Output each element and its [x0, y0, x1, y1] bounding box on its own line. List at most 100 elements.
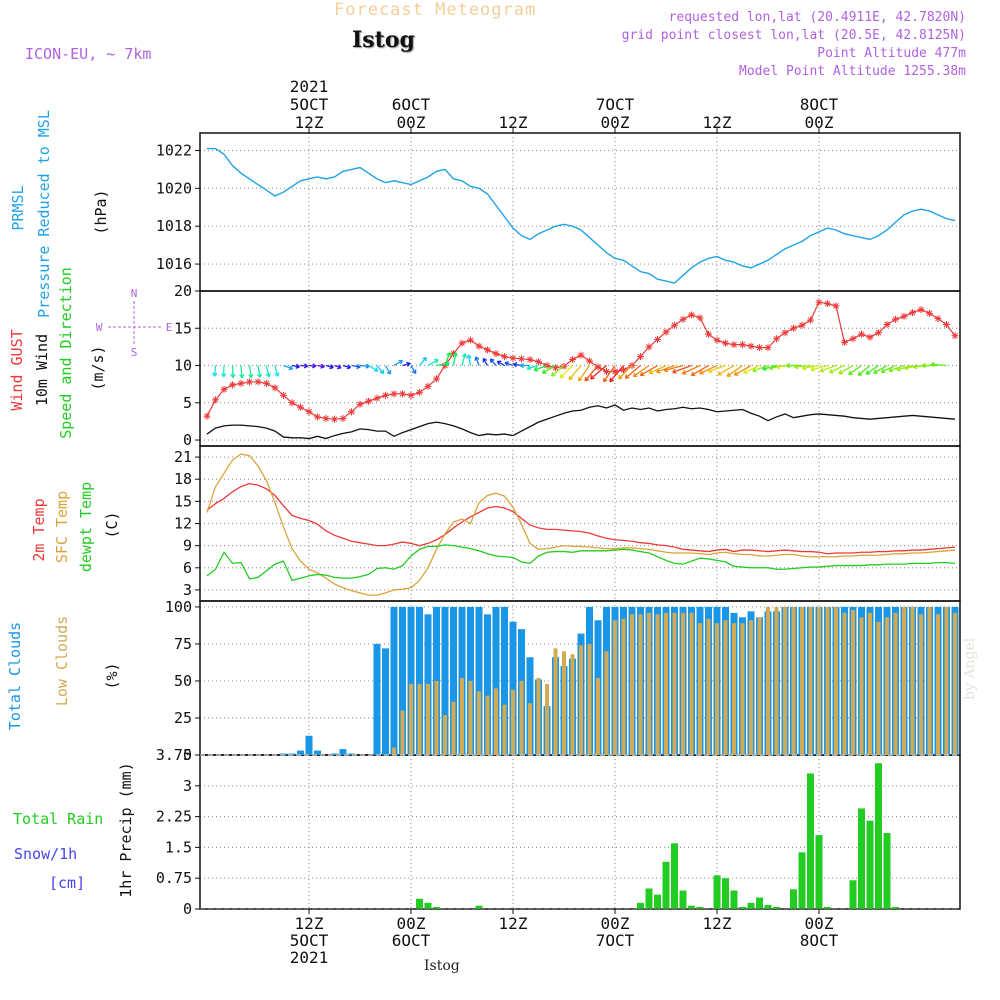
low-clouds-bar: [953, 612, 957, 755]
arrow-head: [422, 356, 427, 360]
gust-marker-stroke: [739, 341, 746, 348]
gust-marker-stroke: [263, 380, 270, 387]
gust-marker-stroke: [926, 310, 933, 317]
low-clouds-bar: [842, 612, 847, 755]
arrow-shaft: [384, 365, 391, 375]
pressure-label-msl: Pressure Reduced to MSL: [35, 110, 53, 318]
arrow-shaft: [699, 364, 718, 375]
wind-gust-marker: [688, 311, 695, 319]
arrow-head: [584, 378, 590, 382]
wind-direction-arrow: [699, 364, 718, 375]
top-time-label: 12Z: [295, 113, 324, 132]
arrow-shaft: [542, 364, 556, 374]
grid-point-location: grid point closest lon,lat (20.5E, 42.81…: [621, 28, 966, 43]
gust-marker-stroke: [501, 353, 508, 360]
wind-direction-arrow: [733, 364, 752, 376]
wind-gust-marker: [781, 329, 789, 337]
wind-gust-marker: [246, 378, 253, 386]
wind-gust-marker: [764, 344, 772, 352]
wind-gust-marker: [569, 356, 576, 364]
bottom-time-label: 8OCT: [800, 931, 839, 950]
wind-gust-marker: [909, 309, 916, 317]
arrow-shaft: [283, 364, 293, 370]
wind-ytick-label: 0: [183, 431, 192, 449]
gust-marker-stroke: [680, 316, 686, 323]
wind-direction-arrow: [230, 365, 236, 378]
low-clouds-bar: [647, 612, 651, 755]
low-clouds-bar: [825, 606, 830, 755]
low-clouds-bar: [834, 606, 838, 755]
low-clouds-bar: [689, 612, 694, 755]
low-clouds-bar: [757, 617, 762, 755]
arrow-shaft: [467, 354, 472, 366]
low-clouds-bar: [562, 651, 566, 755]
pressure-unit: (hPa): [92, 189, 110, 234]
arrow-head: [526, 367, 532, 371]
wind-direction-arrow: [541, 364, 556, 374]
low-clouds-bar: [791, 606, 796, 755]
top-time-label: 8OCT: [800, 95, 839, 114]
arrow-shaft: [559, 365, 573, 379]
arrow-head: [375, 367, 379, 372]
temp-label-sfc: SFC Temp: [53, 491, 71, 563]
arrow-shaft: [609, 365, 624, 383]
wind-gust-marker: [739, 341, 746, 349]
arrow-shaft: [410, 365, 417, 374]
gust-marker-stroke: [323, 415, 329, 422]
gust-marker-stroke: [799, 322, 805, 329]
low-clouds-bar: [502, 704, 507, 755]
rain-bar: [671, 843, 678, 909]
gust-marker-stroke: [459, 340, 465, 347]
gust-marker-stroke: [731, 341, 737, 348]
precip-frame: [199, 754, 961, 910]
arrow-head: [489, 358, 492, 364]
arrow-shaft: [257, 365, 261, 378]
wind-direction-arrow: [283, 364, 294, 371]
arrow-shaft: [584, 365, 599, 382]
gust-marker-stroke: [816, 299, 822, 306]
arrow-head: [603, 379, 608, 383]
top-time-label: 12Z: [703, 113, 732, 132]
gust-marker-stroke: [773, 335, 780, 342]
wind-direction-arrow: [632, 364, 650, 378]
arrow-shaft: [881, 364, 896, 373]
wind-direction-arrow: [482, 357, 489, 366]
wind-direction-arrow: [452, 352, 458, 366]
arrow-shaft: [482, 358, 489, 366]
compass-n: N: [131, 287, 138, 300]
arrow-head: [320, 363, 325, 368]
top-time-label: 12Z: [499, 113, 528, 132]
gust-marker-stroke: [255, 379, 261, 385]
wind-gust-marker: [611, 367, 619, 375]
gust-marker-stroke: [943, 321, 950, 328]
rain-bar: [688, 905, 695, 909]
gust-marker-stroke: [391, 390, 397, 397]
arrow-shaft: [857, 365, 871, 376]
wind-direction-arrow: [707, 364, 726, 374]
gust-marker-stroke: [646, 344, 652, 350]
arrow-shaft: [489, 358, 497, 366]
arrow-shaft: [578, 365, 591, 382]
gust-marker-stroke: [535, 358, 542, 365]
clouds-ytick-label: 75: [174, 635, 192, 653]
arrow-head: [930, 363, 935, 368]
wind-gust-marker: [866, 333, 874, 341]
wind-unit: (m/s): [89, 345, 107, 390]
wind-gust-marker: [475, 342, 483, 350]
wind-direction-arrow: [265, 365, 271, 378]
total-clouds-bar: [407, 606, 415, 755]
wind-gust-marker: [713, 336, 721, 344]
arrow-head: [794, 366, 799, 370]
wind-direction-arrow: [496, 360, 505, 367]
temp-dewpt-line: [206, 544, 956, 582]
precip-ytick-label: 0: [183, 900, 192, 918]
arrow-head: [769, 367, 774, 371]
gust-marker-stroke: [952, 332, 958, 339]
total-clouds-bar: [509, 621, 517, 755]
arrow-head: [708, 371, 713, 374]
arrow-head: [664, 369, 669, 373]
top-time-label: 7OCT: [596, 95, 635, 114]
low-clouds-bar: [698, 623, 702, 755]
rain-bar: [739, 906, 746, 909]
wind-gust-marker: [365, 397, 372, 405]
